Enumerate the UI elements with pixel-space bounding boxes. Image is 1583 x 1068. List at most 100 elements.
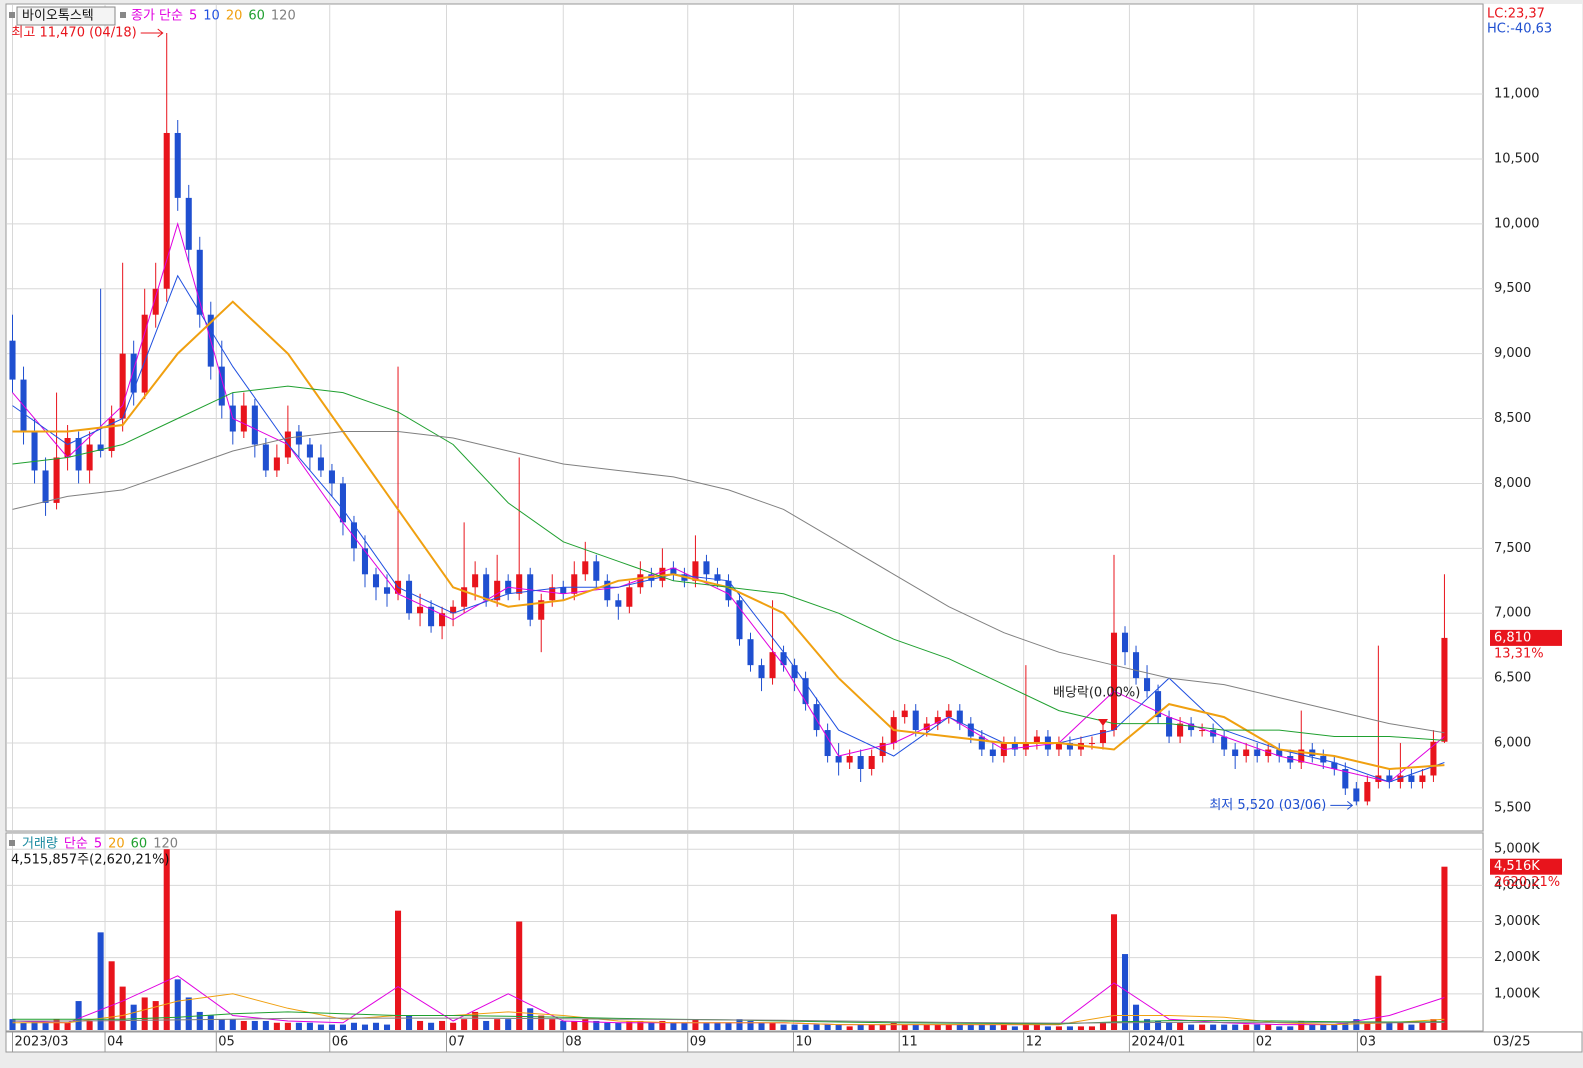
legend-entry: 20 [108, 837, 125, 852]
y-tick-label: 3,000K [1494, 914, 1540, 929]
candle-body [1276, 749, 1283, 757]
candle-body [1364, 781, 1371, 802]
last-volume: 4,516K [1494, 859, 1540, 874]
volume-bar [637, 1020, 644, 1030]
last-volume-box [1490, 858, 1562, 875]
volume-bar [1265, 1024, 1272, 1030]
volume-bar [472, 1011, 479, 1030]
volume-bar [395, 910, 402, 1030]
candle-body [1166, 717, 1173, 737]
candle-body [461, 587, 468, 607]
y-tick-label: 1,000K [1494, 986, 1540, 1001]
legend-entry: 거래량 [22, 837, 58, 852]
hc-label: HC:-40,63 [1487, 22, 1552, 37]
y-tick-label: 10,500 [1494, 151, 1540, 166]
candle-body [317, 457, 324, 471]
volume-bar [802, 1024, 809, 1030]
volume-bar [1033, 1024, 1040, 1030]
x-tick-label: 03 [1359, 1035, 1376, 1050]
candle-body [1430, 741, 1437, 776]
volume-bar [846, 1026, 853, 1030]
candle-body [593, 561, 600, 581]
volume-bar [1133, 1004, 1140, 1030]
volume-bar [240, 1020, 247, 1030]
volume-bar [1375, 975, 1382, 1030]
volume-bar [461, 1019, 468, 1030]
candle-body [659, 567, 666, 581]
candle-body [1298, 749, 1305, 763]
candle-body [571, 574, 578, 594]
volume-bar [196, 1011, 203, 1030]
volume-bar [1221, 1024, 1228, 1030]
volume-bar [9, 1019, 16, 1030]
volume-bar [75, 1001, 82, 1030]
volume-bar [97, 932, 104, 1030]
volume-bar [350, 1022, 357, 1030]
candle-body [725, 580, 732, 601]
y-tick-label: 6,000 [1494, 736, 1531, 751]
volume-bar [505, 1019, 512, 1030]
x-tick-label: 08 [565, 1035, 582, 1050]
candle-body [1419, 775, 1426, 782]
volume-bar [361, 1024, 369, 1030]
volume-bar [747, 1020, 754, 1030]
candle-body [901, 710, 908, 718]
legend-entry: 10 [203, 9, 220, 24]
volume-bar [1353, 1019, 1360, 1030]
candle-body [1144, 678, 1151, 692]
candle-body [42, 470, 49, 503]
candle-body [130, 353, 137, 393]
volume-bar [890, 1022, 897, 1030]
x-tick-label: 09 [690, 1035, 707, 1050]
y-tick-label: 5,500 [1494, 800, 1531, 815]
volume-bar [317, 1024, 324, 1030]
volume-bar [229, 1019, 236, 1030]
volume-bar [670, 1022, 677, 1030]
volume-bar [1022, 1022, 1029, 1030]
candle-body [1110, 632, 1118, 731]
y-tick-label: 8,000 [1494, 476, 1531, 491]
candle-body [328, 470, 335, 484]
x-tick-label: 07 [448, 1035, 465, 1050]
candle-body [835, 756, 842, 763]
candle-body [251, 405, 258, 445]
y-tick-label: 4,000K [1494, 878, 1540, 893]
volume-bar [141, 997, 148, 1030]
volume-bar [1342, 1022, 1349, 1030]
volume-bar [284, 1022, 291, 1030]
y-tick-label: 2,000K [1494, 950, 1540, 965]
volume-bar [538, 1015, 545, 1030]
candle-body [582, 561, 589, 575]
candle-body [339, 483, 346, 523]
last-volume-change: 2620,21% [1494, 875, 1560, 890]
candle-body [494, 580, 501, 601]
volume-bar [119, 986, 126, 1030]
candle-body [97, 444, 104, 451]
candle-body [1408, 775, 1415, 782]
volume-bar [439, 1020, 446, 1030]
volume-bar [1276, 1026, 1283, 1030]
volume-bar [560, 1020, 567, 1030]
x-tick-label: 06 [332, 1035, 349, 1050]
volume-bar [604, 1022, 611, 1030]
volume-bar [306, 1022, 313, 1030]
volume-bar [714, 1022, 721, 1030]
x-tick-label: 12 [1026, 1035, 1043, 1050]
y-tick-label: 7,000 [1494, 606, 1531, 621]
volume-bar [1088, 1026, 1095, 1030]
candle-body [780, 652, 787, 666]
candle-body [350, 522, 357, 549]
candle-body [152, 288, 159, 315]
last-change: 13,31% [1494, 646, 1544, 661]
candle-body [758, 665, 765, 679]
last-price-box [1490, 629, 1562, 646]
candle-body [240, 405, 247, 432]
candle-body [185, 197, 192, 250]
volume-bar [725, 1022, 732, 1030]
volume-bar [1144, 1019, 1151, 1030]
y-tick-label: 7,500 [1494, 541, 1531, 556]
volume-bar [593, 1020, 600, 1030]
candle-body [956, 710, 963, 724]
candle-body [1099, 730, 1107, 744]
candle-body [615, 600, 622, 607]
